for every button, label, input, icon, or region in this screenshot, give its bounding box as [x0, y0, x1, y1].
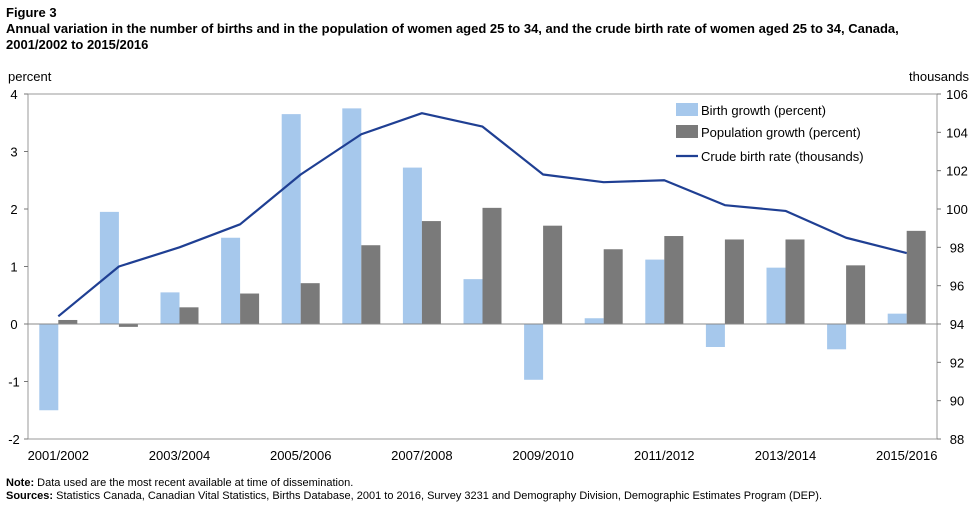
legend-label: Birth growth (percent) — [701, 103, 826, 118]
y-tick-label: 1 — [10, 260, 17, 275]
bar-population-growth — [421, 221, 441, 324]
bar-population-growth — [846, 265, 866, 324]
y2-tick-label: 92 — [950, 355, 964, 370]
bar-birth-growth — [221, 237, 241, 324]
x-tick-label: 2003/2004 — [149, 448, 210, 463]
bar-birth-growth — [524, 324, 544, 380]
bar-birth-growth — [160, 292, 180, 324]
legend-swatch — [676, 125, 698, 138]
bar-birth-growth — [342, 108, 362, 324]
note-text: Data used are the most recent available … — [34, 477, 354, 489]
bar-birth-growth — [402, 167, 422, 324]
bar-birth-growth — [99, 211, 119, 324]
y2-tick-label: 90 — [950, 394, 964, 409]
bar-population-growth — [58, 319, 78, 324]
bar-population-growth — [785, 239, 805, 324]
sources-text: Statistics Canada, Canadian Vital Statis… — [53, 490, 823, 502]
y-tick-label: 3 — [10, 145, 17, 160]
y2-tick-label: 94 — [950, 317, 964, 332]
bar-birth-growth — [281, 114, 301, 324]
y-tick-label: 0 — [10, 317, 17, 332]
x-tick-label: 2015/2016 — [876, 448, 937, 463]
notes: Note: Data used are the most recent avai… — [6, 477, 822, 503]
legend-swatch — [676, 103, 698, 116]
x-tick-label: 2001/2002 — [28, 448, 89, 463]
bar-birth-growth — [39, 324, 59, 411]
y2-tick-label: 100 — [946, 202, 968, 217]
sources-label: Sources: — [6, 490, 54, 502]
bar-population-growth — [603, 249, 623, 324]
bar-birth-growth — [887, 313, 907, 324]
y-tick-label: -1 — [8, 375, 20, 390]
sources-line: Sources: Statistics Canada, Canadian Vit… — [6, 490, 822, 503]
bar-population-growth — [300, 283, 320, 324]
y-axis-title: percent — [8, 69, 52, 84]
y2-tick-label: 96 — [950, 279, 964, 294]
bar-population-growth — [664, 236, 684, 324]
bar-population-growth — [724, 239, 744, 324]
x-tick-label: 2013/2014 — [755, 448, 816, 463]
bar-birth-growth — [463, 279, 483, 324]
bar-birth-growth — [584, 318, 604, 324]
note-label: Note: — [6, 477, 35, 489]
x-tick-label: 2005/2006 — [270, 448, 331, 463]
y2-axis-title: thousands — [909, 69, 969, 84]
bar-birth-growth — [645, 259, 665, 324]
chart: -2 -1 0 1 2 3 4 88 90 92 94 96 98 100 102 104 106 percent… — [8, 69, 969, 463]
bar-population-growth — [361, 245, 381, 324]
bar-population-growth — [118, 324, 138, 327]
y-tick-label: 4 — [10, 87, 17, 102]
figure-label: Figure 3 — [6, 5, 57, 20]
legend-label: Population growth (percent) — [701, 125, 861, 140]
bar-population-growth — [543, 225, 563, 324]
bar-birth-growth — [705, 324, 725, 347]
y2-tick-label: 98 — [950, 240, 964, 255]
bar-birth-growth — [827, 324, 847, 350]
y2-tick-label: 88 — [950, 432, 964, 447]
legend-label: Crude birth rate (thousands) — [701, 149, 864, 164]
bar-population-growth — [906, 230, 926, 324]
y2-tick-label: 104 — [946, 125, 968, 140]
x-tick-label: 2011/2012 — [634, 448, 695, 463]
bar-population-growth — [240, 293, 260, 324]
y2-tick-label: 102 — [946, 164, 968, 179]
figure-title: Annual variation in the number of births… — [6, 21, 899, 52]
note-line: Note: Data used are the most recent avai… — [6, 477, 822, 490]
x-tick-label: 2009/2010 — [512, 448, 573, 463]
line-crude-birth-rate — [57, 112, 907, 318]
y-tick-label: 2 — [10, 202, 17, 217]
bar-population-growth — [179, 307, 199, 324]
y2-tick-label: 106 — [946, 87, 968, 102]
bar-birth-growth — [766, 267, 786, 324]
x-tick-label: 2007/2008 — [391, 448, 452, 463]
y-tick-label: -2 — [8, 432, 20, 447]
bar-population-growth — [482, 207, 502, 324]
